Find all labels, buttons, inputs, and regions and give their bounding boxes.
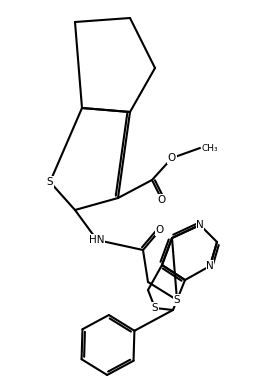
Text: S: S <box>152 303 158 313</box>
Text: O: O <box>168 153 176 163</box>
Text: S: S <box>47 177 53 187</box>
Text: N: N <box>206 261 214 271</box>
Text: N: N <box>196 220 204 230</box>
Text: CH₃: CH₃ <box>202 144 219 152</box>
Text: HN: HN <box>89 235 105 245</box>
Text: S: S <box>174 295 180 305</box>
Text: O: O <box>158 195 166 205</box>
Text: O: O <box>156 225 164 235</box>
